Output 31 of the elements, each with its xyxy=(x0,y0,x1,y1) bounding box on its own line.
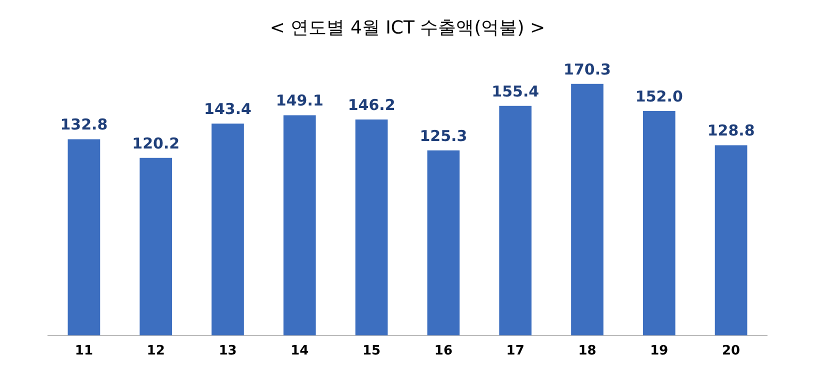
bar xyxy=(642,110,676,336)
x-tick-label: 13 xyxy=(218,344,237,359)
x-tick-label: 18 xyxy=(578,344,596,359)
x-tick-label: 15 xyxy=(362,344,381,359)
data-label: 149.1 xyxy=(276,92,324,110)
bar xyxy=(140,158,172,336)
bar xyxy=(499,106,532,336)
x-tick-label: 20 xyxy=(722,344,740,359)
data-label: 170.3 xyxy=(564,60,611,78)
data-label: 155.4 xyxy=(492,82,540,100)
bar xyxy=(68,139,100,336)
bar xyxy=(283,115,316,336)
data-label: 143.4 xyxy=(204,100,252,118)
bar xyxy=(427,150,460,336)
data-label: 125.3 xyxy=(420,126,468,145)
data-label: 146.2 xyxy=(348,96,396,114)
x-tick-label: 14 xyxy=(290,344,309,359)
bar xyxy=(212,124,244,336)
chart-title: < 연도별 4월 ICT 수출액(억불) > xyxy=(270,17,546,38)
x-tick-label: 11 xyxy=(74,344,93,359)
data-label: 128.8 xyxy=(707,122,755,140)
data-label: 132.8 xyxy=(60,116,108,134)
x-tick-label: 17 xyxy=(506,344,524,359)
bar xyxy=(571,84,604,336)
x-tick-label: 19 xyxy=(650,344,668,359)
x-tick-label: 16 xyxy=(434,344,452,359)
x-tick-label: 12 xyxy=(146,344,165,359)
bar xyxy=(714,145,748,336)
data-label: 120.2 xyxy=(132,134,180,152)
bar xyxy=(355,120,388,336)
data-label: 152.0 xyxy=(635,87,683,106)
